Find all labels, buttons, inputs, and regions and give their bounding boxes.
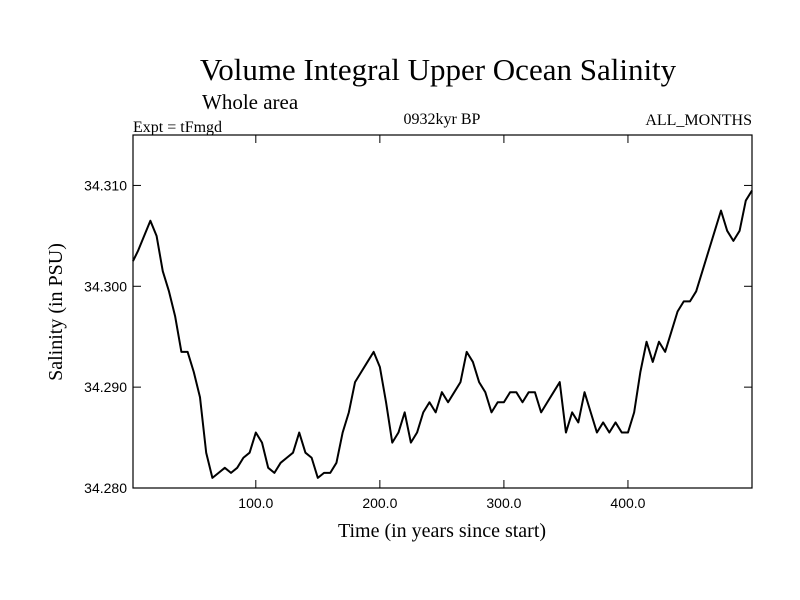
x-axis: 100.0 200.0 300.0 400.0	[238, 135, 646, 511]
plot-area	[132, 134, 753, 489]
y-axis-label: Salinity (in PSU)	[45, 243, 67, 381]
y-tick-label: 34.290	[84, 379, 127, 395]
x-tick-label: 200.0	[362, 495, 397, 511]
x-tick-label: 100.0	[238, 495, 273, 511]
x-axis-label: Time (in years since start)	[338, 520, 546, 542]
chart-title: Volume Integral Upper Ocean Salinity	[200, 52, 677, 87]
x-tick-label: 400.0	[610, 495, 645, 511]
chart-subtitle: Whole area	[202, 90, 299, 114]
y-tick-label: 34.300	[84, 278, 127, 294]
y-axis: 34.280 34.290 34.300 34.310	[84, 177, 752, 496]
y-tick-label: 34.310	[84, 177, 127, 193]
salinity-series-line	[132, 189, 753, 479]
experiment-label: Expt = tFmgd	[133, 119, 222, 136]
x-tick-label: 300.0	[486, 495, 521, 511]
months-label: ALL_MONTHS	[645, 112, 752, 129]
period-label: 0932kyr BP	[404, 111, 481, 128]
y-tick-label: 34.280	[84, 480, 127, 496]
